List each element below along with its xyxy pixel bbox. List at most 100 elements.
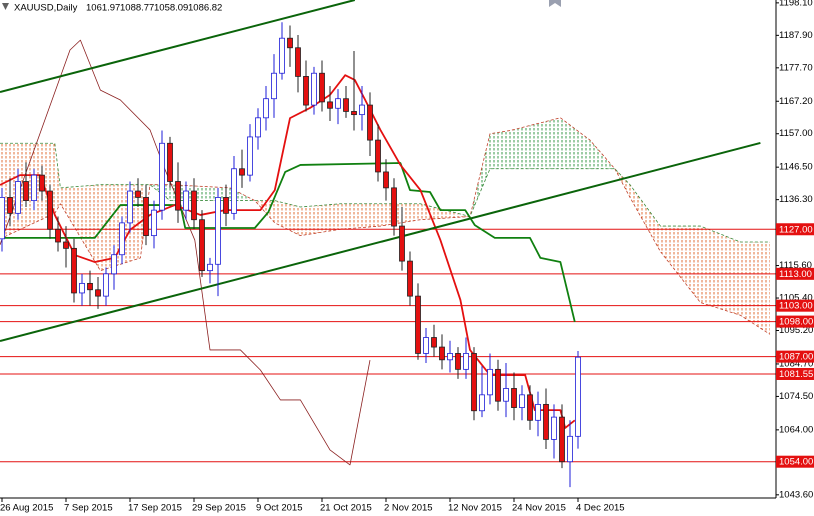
candle-body <box>87 282 93 291</box>
bookmark-icon[interactable] <box>549 0 561 7</box>
candle-body <box>95 289 101 297</box>
level-label-box <box>776 367 814 380</box>
candle-body <box>511 388 517 408</box>
x-tick-label: 12 Nov 2015 <box>448 503 502 514</box>
chart-title: XAUUSD,Daily <box>14 3 78 14</box>
candle-body <box>415 295 421 354</box>
cloud-segment <box>490 130 510 169</box>
candle-body <box>231 168 237 214</box>
level-label-box <box>776 267 814 280</box>
candle-body <box>479 394 485 412</box>
level-label: 1103.00 <box>779 301 813 312</box>
y-tick-label: 1074.50 <box>779 391 813 402</box>
candle-body <box>359 104 365 116</box>
level-label: 1087.00 <box>779 352 813 363</box>
candle-body <box>71 247 77 294</box>
y-tick-label: 1146.50 <box>779 162 813 173</box>
level-label-box <box>776 223 814 236</box>
candle-body <box>119 222 125 256</box>
candle-body <box>247 136 253 176</box>
cloud-segment <box>630 184 661 252</box>
candle-body <box>175 181 181 211</box>
cloud-segment <box>510 117 561 169</box>
candle-body <box>335 98 341 109</box>
candle-body <box>383 171 389 189</box>
y-tick-label: 1198.10 <box>779 0 813 8</box>
level-label-box <box>776 350 814 363</box>
candle-body <box>343 98 349 112</box>
candle-body <box>431 337 437 348</box>
candle-body <box>183 190 189 211</box>
candle-body <box>255 117 261 138</box>
candle-body <box>23 181 29 202</box>
candle-body <box>527 394 533 421</box>
candle-body <box>391 187 397 227</box>
x-tick-label: 24 Nov 2015 <box>512 503 566 514</box>
candle-body <box>159 142 165 211</box>
candle-body <box>375 139 381 173</box>
x-tick-label: 7 Sep 2015 <box>64 503 113 514</box>
candle-body <box>407 260 413 297</box>
candle-body <box>295 47 301 77</box>
candle-body <box>279 37 285 74</box>
candle-body <box>455 353 461 370</box>
candle-body <box>559 416 565 463</box>
candle-body <box>215 197 221 265</box>
candle-body <box>143 197 149 237</box>
candle-body <box>103 273 109 297</box>
cloud-segment <box>470 133 490 217</box>
header-close: 1086.82 <box>188 3 222 14</box>
candle-body <box>207 263 213 272</box>
y-tick-label: 1167.20 <box>779 96 813 107</box>
candle-body <box>535 403 541 421</box>
candle-body <box>127 190 133 224</box>
trend-line <box>0 0 356 93</box>
x-tick-label: 2 Nov 2015 <box>384 503 433 514</box>
candle-body <box>319 72 325 103</box>
y-tick-label: 1187.90 <box>779 30 813 41</box>
candle-body <box>15 181 21 214</box>
senkou-span-a <box>0 117 771 335</box>
candle-body <box>471 353 477 412</box>
candle-body <box>287 37 293 49</box>
y-tick-label: 1177.70 <box>779 62 813 73</box>
candle-body <box>327 101 333 109</box>
y-tick-label: 1105.40 <box>779 293 813 304</box>
candle-body <box>487 368 493 396</box>
candle-body <box>439 346 445 361</box>
candle-body <box>351 111 357 116</box>
header-low: 1058.09 <box>154 3 188 14</box>
candle-body <box>191 190 197 221</box>
cloud-segment <box>420 203 470 220</box>
candle-body <box>519 394 525 408</box>
x-tick-label: 9 Oct 2015 <box>256 503 302 514</box>
candle-body <box>495 368 501 402</box>
x-tick-label: 29 Sep 2015 <box>192 503 246 514</box>
cloud-segment <box>60 184 101 271</box>
candle-body <box>447 353 453 361</box>
level-label-box <box>776 299 814 312</box>
y-tick-label: 1043.60 <box>779 489 813 500</box>
candle-body <box>135 190 141 198</box>
x-tick-label: 26 Aug 2015 <box>0 503 53 514</box>
candle-body <box>367 104 373 141</box>
x-tick-label: 4 Dec 2015 <box>576 503 625 514</box>
cloud-segment <box>300 203 341 236</box>
kijun-line <box>0 162 576 323</box>
candle-body <box>47 190 53 230</box>
cloud-segment <box>560 117 590 169</box>
candle-body <box>423 337 429 354</box>
candle-body <box>223 197 229 214</box>
cloud-segment <box>54 143 61 214</box>
x-tick-label: 21 Oct 2015 <box>320 503 372 514</box>
symbol-icon[interactable] <box>2 3 9 10</box>
x-tick-label: 17 Sep 2015 <box>128 503 182 514</box>
cloud-segment <box>340 203 381 230</box>
y-tick-label: 1064.00 <box>779 424 813 435</box>
level-label-box <box>776 315 814 328</box>
candle-body <box>575 356 581 437</box>
candle-body <box>263 98 269 119</box>
candle-body <box>167 142 173 182</box>
candle-body <box>79 282 85 294</box>
